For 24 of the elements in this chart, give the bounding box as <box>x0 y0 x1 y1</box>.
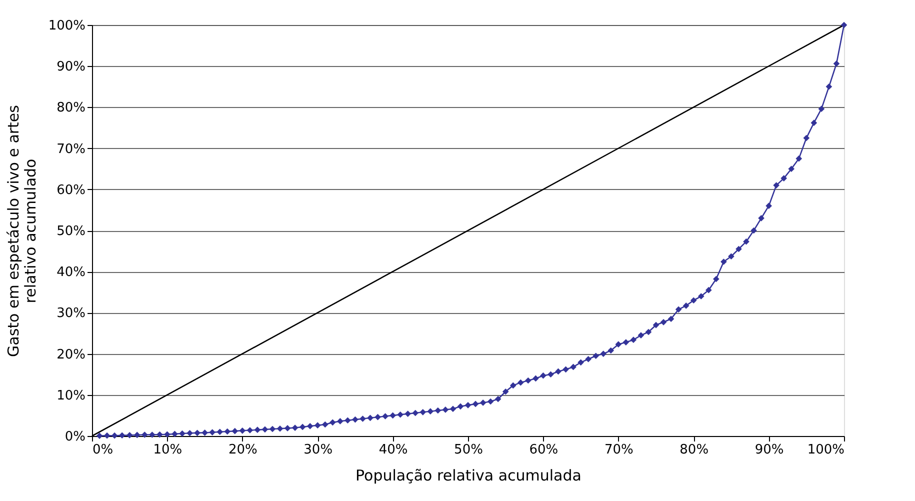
x-axis-title: População relativa acumulada <box>356 466 582 484</box>
x-tick-label: 10% <box>153 442 182 458</box>
x-tick-label: 100% <box>807 442 844 458</box>
y-tick-label: 40% <box>56 265 86 280</box>
x-tick-label: 80% <box>680 442 709 458</box>
y-tick-label: 90% <box>56 60 86 75</box>
x-tick-label: 20% <box>228 442 258 458</box>
x-tick-label: 50% <box>454 442 483 458</box>
y-tick-label: 10% <box>56 388 86 404</box>
y-tick-label: 80% <box>56 100 86 116</box>
y-axis-title: Gasto em espetáculo vivo e artes relativo acumulado <box>4 104 40 357</box>
y-tick-label: 20% <box>56 347 86 362</box>
y-tick-label: 0% <box>64 430 86 444</box>
y-tick-label: 50% <box>56 224 86 239</box>
x-tick-label: 90% <box>754 442 784 458</box>
y-tick-label: 70% <box>56 142 86 157</box>
x-tick-label: 40% <box>378 442 408 458</box>
x-tick-label: 30% <box>304 442 333 458</box>
x-tick-label: 0% <box>92 442 114 458</box>
y-tick-label: 100% <box>48 18 86 34</box>
x-tick-label: 70% <box>604 442 634 458</box>
y-tick-label: 30% <box>56 306 86 322</box>
y-tick-label: 60% <box>56 182 86 198</box>
x-tick-label: 60% <box>529 442 558 458</box>
